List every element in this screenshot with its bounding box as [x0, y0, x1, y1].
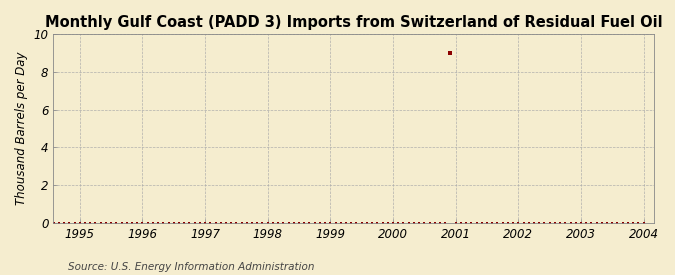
Text: Source: U.S. Energy Information Administration: Source: U.S. Energy Information Administ… [68, 262, 314, 272]
Title: Monthly Gulf Coast (PADD 3) Imports from Switzerland of Residual Fuel Oil: Monthly Gulf Coast (PADD 3) Imports from… [45, 15, 663, 30]
Y-axis label: Thousand Barrels per Day: Thousand Barrels per Day [15, 52, 28, 205]
